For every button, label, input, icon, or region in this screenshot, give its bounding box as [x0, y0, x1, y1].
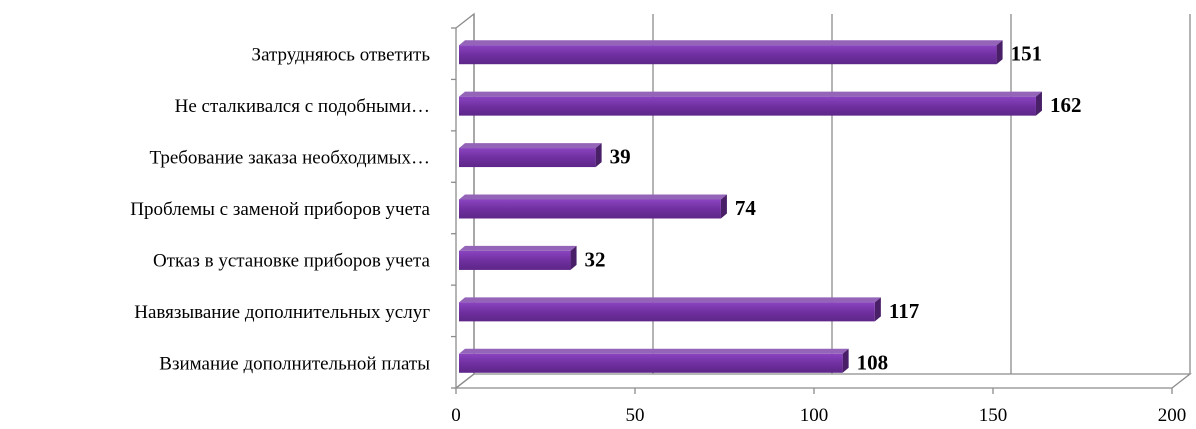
data-label: 151	[1011, 42, 1043, 66]
bar-side	[996, 40, 1003, 65]
data-label: 117	[889, 299, 919, 323]
category-label: Навязывание дополнительных услуг	[134, 302, 430, 323]
bar	[459, 143, 602, 168]
bar	[459, 40, 1003, 65]
bar	[459, 297, 881, 322]
bar-side	[874, 297, 881, 322]
bar-front	[459, 45, 997, 65]
data-label: 39	[610, 145, 631, 169]
floor	[454, 373, 1192, 389]
data-labels: 151 162 39 74 32 117 108	[585, 42, 1082, 375]
bar-top	[459, 297, 881, 303]
category-label: Затрудняюсь ответить	[252, 45, 431, 66]
category-label: Требование заказа необходимых…	[149, 148, 430, 169]
data-label: 162	[1050, 93, 1082, 117]
bar-front	[459, 302, 875, 322]
bar-side	[720, 194, 727, 219]
category-label: Отказ в установке приборов учета	[153, 250, 431, 271]
bar	[459, 91, 1042, 116]
bar-front	[459, 353, 843, 373]
category-label: Не сталкивался с подобными…	[175, 96, 430, 117]
bar-top	[459, 91, 1042, 97]
bar-side	[595, 143, 602, 168]
data-label: 32	[585, 247, 606, 271]
bar	[459, 348, 849, 373]
bar-top	[459, 194, 727, 200]
data-label: 74	[735, 196, 757, 220]
bar-side	[842, 348, 849, 373]
bar-top	[459, 143, 602, 149]
bar-front	[459, 250, 571, 270]
bar-front	[459, 199, 721, 219]
bar-top	[459, 40, 1003, 46]
data-label: 108	[857, 350, 889, 374]
bar-top	[459, 348, 849, 354]
bar-top	[459, 245, 577, 251]
category-labels: Затрудняюсь ответить Не сталкивался с под…	[130, 45, 430, 375]
x-tick-label: 100	[800, 405, 829, 426]
bar	[459, 194, 727, 219]
category-label: Взимание дополнительной платы	[159, 353, 430, 374]
bar	[459, 245, 577, 270]
bars	[459, 40, 1042, 373]
x-tick-label: 0	[451, 405, 461, 426]
x-tick-label: 150	[979, 405, 1008, 426]
x-axis-ticks: 0 50 100 150 200	[451, 388, 1186, 426]
bar-front	[459, 96, 1036, 116]
x-tick-label: 200	[1158, 405, 1187, 426]
bar-front	[459, 148, 596, 168]
bar-side	[1035, 91, 1042, 116]
x-tick-label: 50	[626, 405, 645, 426]
category-label: Проблемы с заменой приборов учета	[130, 199, 430, 220]
bar-side	[570, 245, 577, 270]
